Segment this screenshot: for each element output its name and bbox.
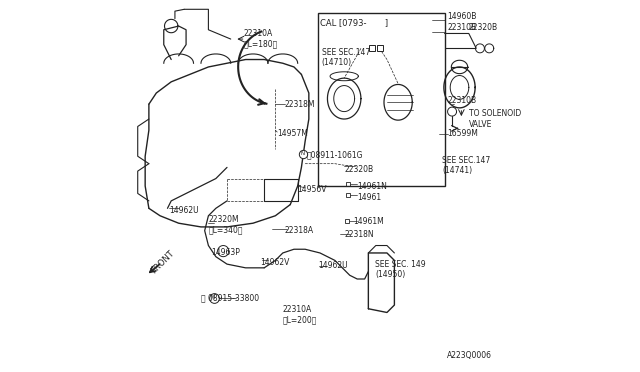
Text: 22318N: 22318N [344, 230, 374, 239]
Text: 14961M: 14961M [353, 217, 384, 226]
Text: 22318M: 22318M [285, 100, 315, 109]
Text: 22320B: 22320B [344, 165, 373, 174]
Text: ⓝ08911-1061G: ⓝ08911-1061G [307, 150, 364, 159]
Text: 22320M
〈L=340〉: 22320M 〈L=340〉 [209, 215, 243, 235]
Text: 14963P: 14963P [211, 248, 240, 257]
Text: TO SOLENOID
VALVE: TO SOLENOID VALVE [468, 109, 521, 129]
Text: A223Q0006: A223Q0006 [447, 351, 492, 360]
Text: Ⓜ 08915-33800: Ⓜ 08915-33800 [201, 293, 259, 302]
Text: 22310B: 22310B [447, 96, 477, 105]
Text: 14956V: 14956V [298, 185, 327, 194]
Text: SEE SEC.147
(14710): SEE SEC.147 (14710) [322, 48, 370, 67]
Text: 14957M: 14957M [277, 129, 308, 138]
Text: 22310A
〈L=180〉: 22310A 〈L=180〉 [244, 29, 278, 49]
Text: FRONT: FRONT [149, 249, 175, 276]
Text: M: M [211, 295, 215, 300]
Bar [318, 13, 445, 186]
Text: 14962U: 14962U [170, 206, 199, 215]
Text: 14960B: 14960B [447, 12, 477, 21]
Text: 22310B: 22310B [447, 23, 477, 32]
Text: 22318A: 22318A [285, 226, 314, 235]
Text: 14962U: 14962U [318, 262, 348, 270]
Text: SEE SEC. 149
(14950): SEE SEC. 149 (14950) [375, 260, 426, 279]
Text: 14961N: 14961N [357, 182, 387, 190]
Text: 22320B: 22320B [468, 23, 498, 32]
Text: SEE SEC.147
(14741): SEE SEC.147 (14741) [442, 156, 490, 175]
Text: 16599M: 16599M [447, 129, 479, 138]
Text: N: N [300, 151, 304, 156]
Text: CAL [0793-       ]: CAL [0793- ] [320, 18, 388, 27]
Text: 14961: 14961 [357, 193, 381, 202]
Text: 22310A
〈L=200〉: 22310A 〈L=200〉 [283, 305, 317, 324]
Text: 14962V: 14962V [260, 258, 290, 267]
